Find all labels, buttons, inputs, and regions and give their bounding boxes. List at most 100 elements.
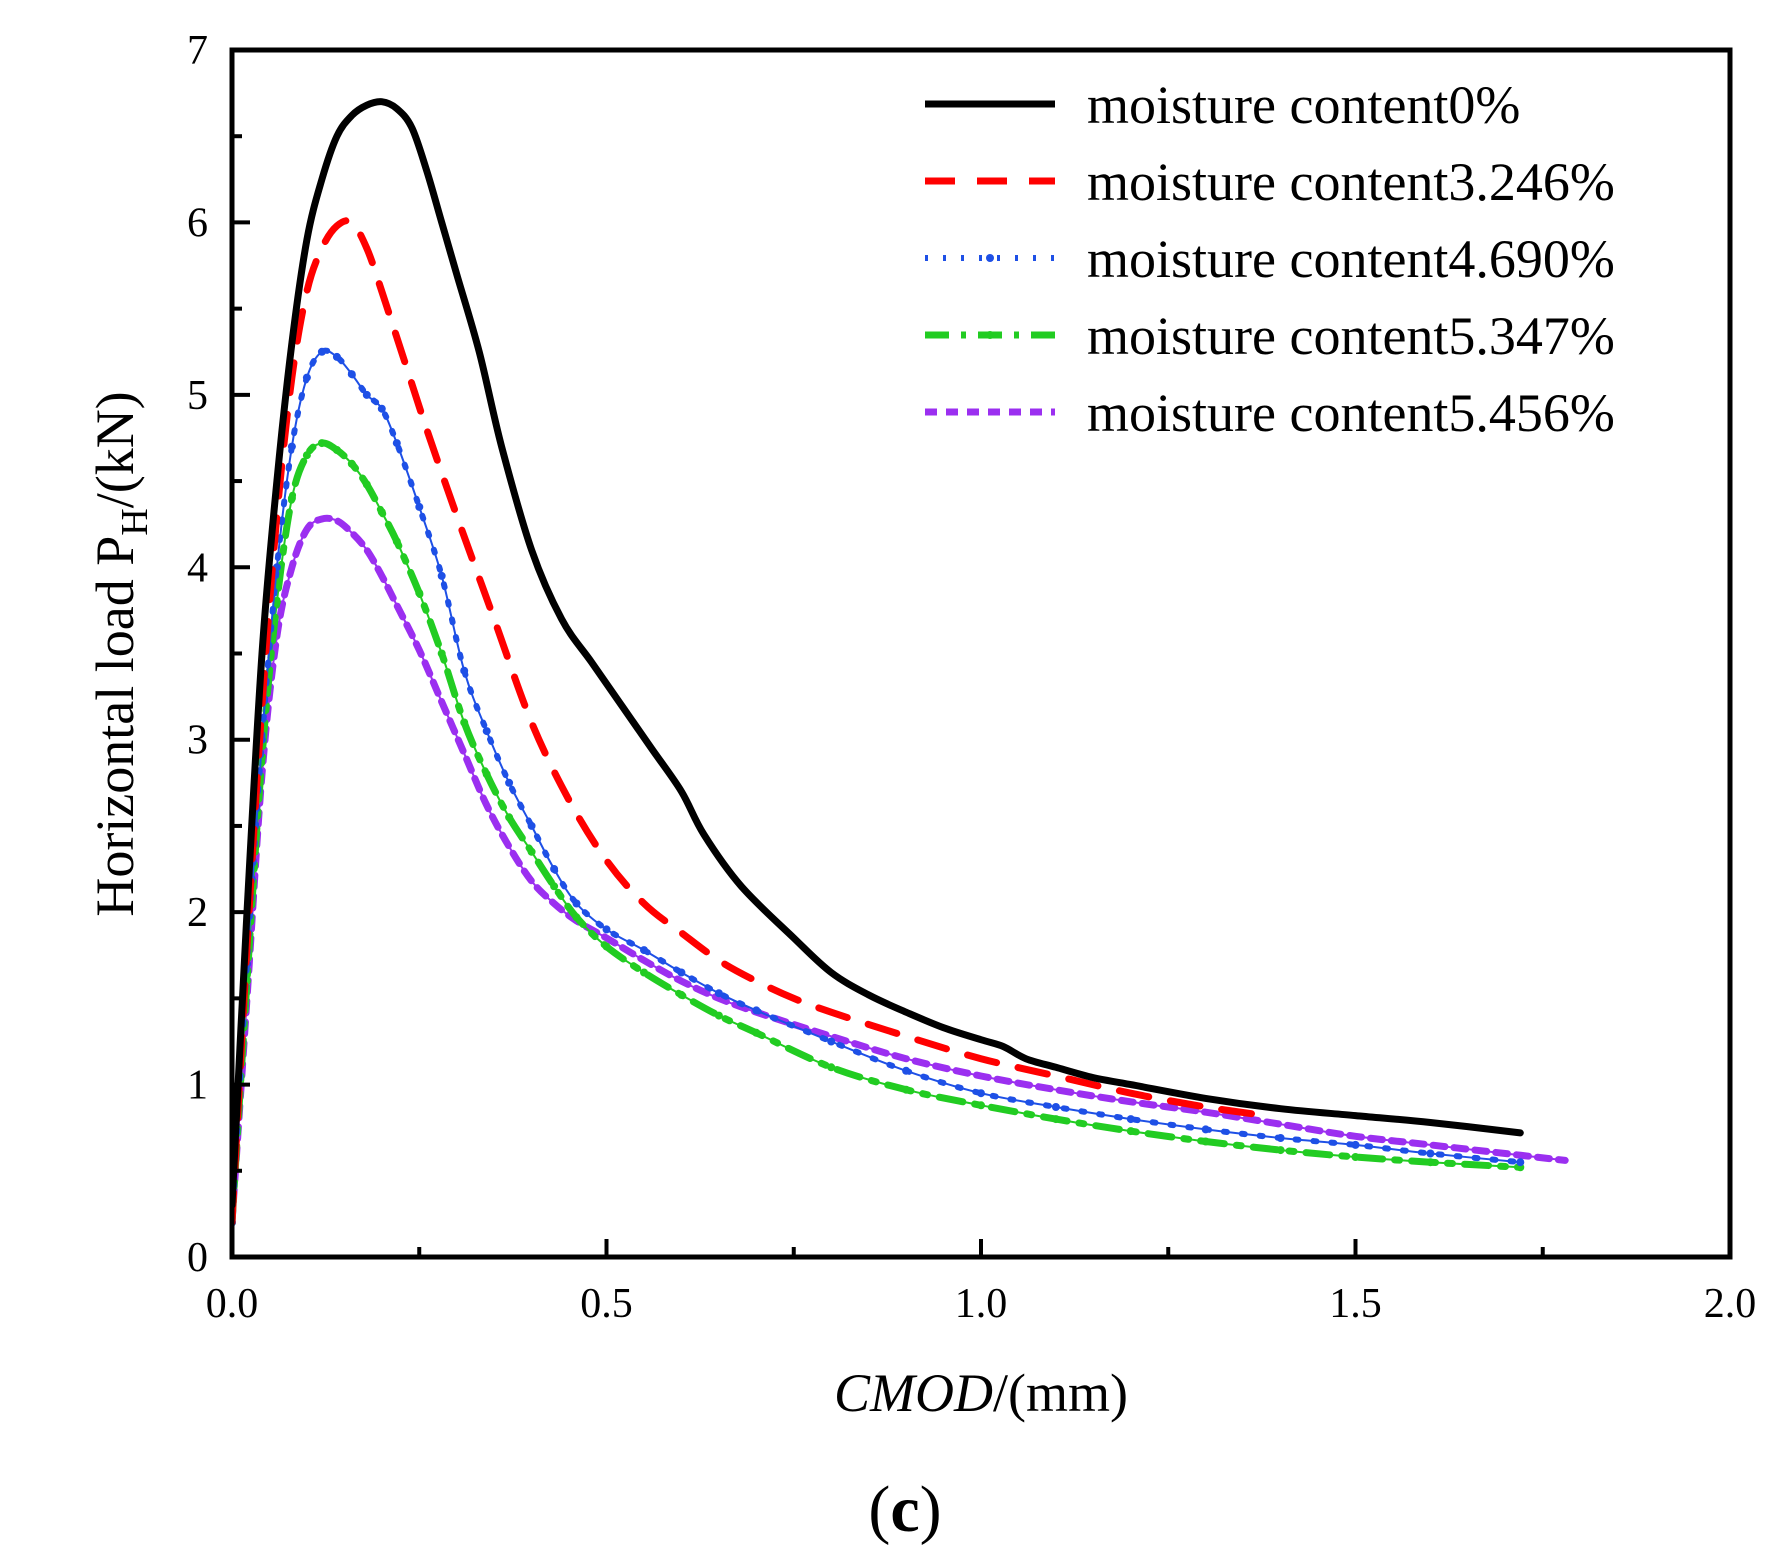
x-axis-title-units: /(mm) bbox=[993, 1363, 1128, 1423]
data-point bbox=[482, 770, 491, 779]
panel-label-letter: c bbox=[890, 1473, 919, 1546]
data-point bbox=[332, 352, 341, 361]
series-moisture-content3-246 bbox=[230, 217, 1270, 1226]
data-point bbox=[272, 597, 281, 606]
data-point bbox=[572, 913, 581, 922]
data-point bbox=[902, 1066, 911, 1075]
series-line bbox=[230, 347, 1524, 1226]
series-line bbox=[230, 98, 1524, 1209]
data-point bbox=[827, 1063, 836, 1072]
x-axis-ticks: 0.0 0.5 1.0 1.5 2.0 bbox=[206, 1239, 1757, 1327]
y-tick-label: 7 bbox=[187, 28, 208, 74]
data-point bbox=[505, 778, 514, 787]
data-point bbox=[527, 847, 536, 856]
data-point bbox=[602, 942, 611, 951]
data-point bbox=[1516, 1158, 1525, 1167]
series-moisture-content5-347 bbox=[230, 439, 1525, 1227]
x-tick-label: 0.5 bbox=[580, 1281, 633, 1327]
data-point bbox=[505, 813, 514, 822]
panel-label-open: ( bbox=[868, 1473, 890, 1546]
y-axis-title: Horizontal load PH/(kN) bbox=[85, 391, 156, 916]
data-point bbox=[1051, 1103, 1060, 1111]
data-point bbox=[752, 1006, 761, 1015]
series-line bbox=[230, 439, 1524, 1226]
data-point bbox=[1426, 1149, 1435, 1158]
series-moisture-content0 bbox=[230, 98, 1524, 1209]
y-tick-label: 1 bbox=[187, 1063, 208, 1109]
data-point bbox=[332, 446, 341, 454]
panel-label: (c) bbox=[868, 1473, 941, 1546]
data-point bbox=[415, 589, 424, 598]
data-point bbox=[572, 899, 581, 908]
data-point bbox=[317, 347, 326, 356]
series-thin-line bbox=[231, 442, 1521, 1223]
legend: moisture content0% moisture content3.246%… bbox=[925, 75, 1615, 443]
data-point bbox=[287, 494, 296, 503]
y-tick-label: 6 bbox=[187, 200, 208, 246]
y-axis-ticks: 0 1 2 3 4 5 6 7 bbox=[187, 28, 250, 1281]
data-point bbox=[362, 390, 371, 399]
data-point bbox=[640, 946, 648, 955]
data-point bbox=[714, 989, 723, 998]
x-tick-label: 1.0 bbox=[955, 1281, 1008, 1327]
series-thin-line bbox=[231, 349, 1521, 1223]
series-line bbox=[230, 514, 1569, 1226]
series-line bbox=[230, 217, 1270, 1226]
y-tick-label: 4 bbox=[187, 545, 208, 591]
y-tick-label: 5 bbox=[187, 373, 208, 419]
x-tick-label: 2.0 bbox=[1704, 1281, 1757, 1327]
legend-item-moisture-content0: moisture content0% bbox=[925, 75, 1520, 135]
legend-label: moisture content0% bbox=[1087, 75, 1520, 135]
data-point bbox=[550, 865, 559, 873]
legend-marker bbox=[986, 331, 994, 339]
y-axis-title-main: Horizontal load P bbox=[85, 536, 145, 917]
series-moisture-content5-456 bbox=[230, 514, 1569, 1226]
legend-label: moisture content4.690% bbox=[1087, 229, 1615, 289]
x-axis-title-italic: CMOD bbox=[834, 1363, 993, 1423]
x-tick-label: 1.5 bbox=[1329, 1281, 1382, 1327]
data-point bbox=[677, 968, 686, 977]
data-point bbox=[677, 990, 686, 999]
data-point bbox=[347, 459, 356, 468]
data-point bbox=[362, 480, 371, 489]
y-tick-label: 2 bbox=[187, 890, 208, 936]
data-point bbox=[1201, 1137, 1210, 1146]
legend-marker bbox=[986, 254, 994, 262]
data-point bbox=[527, 821, 536, 830]
data-point bbox=[1351, 1153, 1360, 1161]
legend-item-moisture-content3-246: moisture content3.246% bbox=[925, 152, 1615, 212]
data-point bbox=[482, 727, 491, 736]
y-axis-title-subscript: H bbox=[114, 508, 156, 535]
data-point bbox=[392, 537, 401, 546]
y-axis-title-units: /(kN) bbox=[85, 391, 145, 508]
legend-item-moisture-content4-690: moisture content4.690% bbox=[925, 229, 1615, 289]
data-point bbox=[377, 508, 386, 517]
series-moisture-content4-690 bbox=[230, 347, 1525, 1227]
data-point bbox=[714, 1011, 723, 1020]
panel-label-close: ) bbox=[920, 1473, 942, 1546]
data-point bbox=[827, 1037, 836, 1046]
data-point bbox=[460, 666, 469, 675]
series-layer bbox=[230, 98, 1569, 1227]
data-point bbox=[1426, 1158, 1435, 1167]
data-point bbox=[1126, 1115, 1135, 1124]
data-point bbox=[287, 442, 296, 451]
data-point bbox=[752, 1028, 761, 1037]
data-point bbox=[1051, 1115, 1060, 1124]
data-point bbox=[977, 1089, 985, 1098]
data-point bbox=[347, 370, 356, 379]
legend-item-moisture-content5-456: moisture content5.456% bbox=[925, 383, 1615, 443]
data-point bbox=[437, 649, 446, 658]
data-point bbox=[392, 439, 401, 448]
x-axis-title: CMOD/(mm) bbox=[834, 1363, 1128, 1423]
legend-label: moisture content5.456% bbox=[1087, 383, 1615, 443]
data-point bbox=[302, 451, 311, 460]
legend-label: moisture content5.347% bbox=[1087, 306, 1615, 366]
data-point bbox=[437, 571, 446, 580]
data-point bbox=[460, 718, 469, 727]
data-point bbox=[602, 925, 611, 934]
legend-item-moisture-content5-347: moisture content5.347% bbox=[925, 306, 1615, 366]
data-point bbox=[317, 439, 326, 448]
data-point bbox=[977, 1101, 985, 1110]
